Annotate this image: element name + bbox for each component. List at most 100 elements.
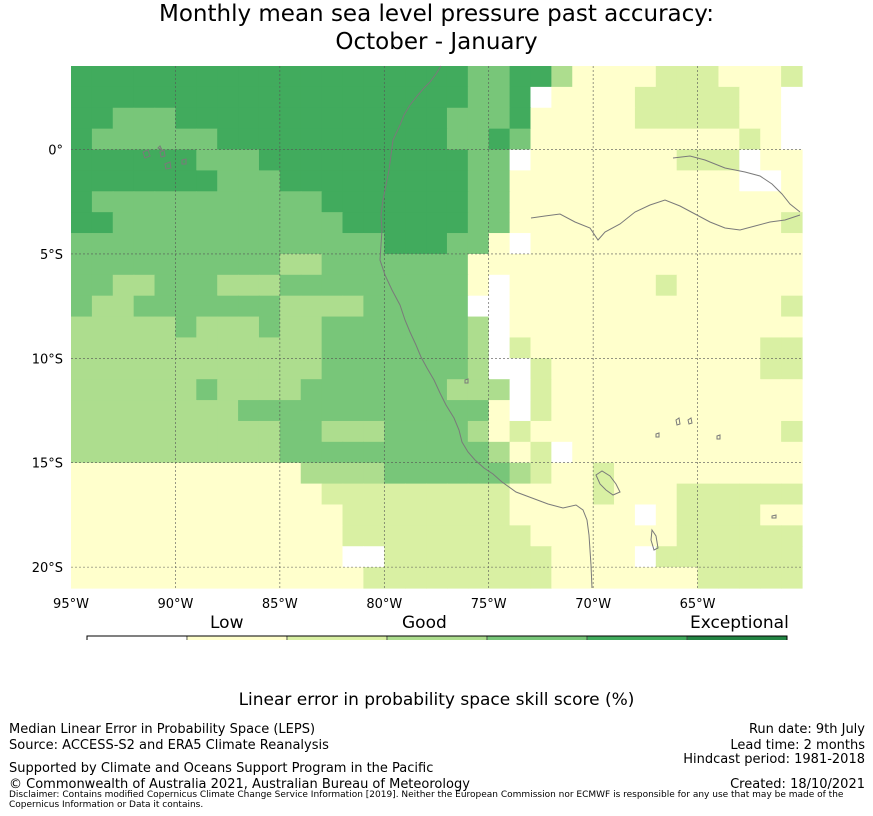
grid-cell [760, 441, 782, 464]
grid-cell [593, 420, 615, 443]
grid-cell [572, 504, 594, 526]
grid-cell [258, 483, 281, 506]
grid-cell [697, 253, 720, 276]
grid-cell [217, 441, 239, 464]
grid-cell [593, 274, 615, 297]
grid-cell [112, 86, 135, 109]
grid-cell [342, 107, 364, 130]
grid-cell [446, 567, 469, 589]
grid-cell [342, 191, 364, 213]
grid-cell [175, 316, 197, 339]
grid-cell [655, 567, 678, 589]
grid-cell [91, 379, 114, 401]
grid-cell [196, 420, 218, 443]
grid-cell [133, 191, 156, 213]
grid-cell [760, 253, 782, 276]
grid-cell [112, 504, 135, 526]
grid-cell [384, 128, 406, 151]
grid-cell [781, 462, 803, 485]
grid-cell [446, 525, 469, 547]
grid-cell [509, 128, 532, 151]
grid-cell [739, 170, 761, 192]
grid-cell [238, 128, 260, 151]
grid-cell [676, 316, 699, 339]
grid-cell [655, 483, 678, 506]
grid-cell [676, 253, 699, 276]
grid-cell [488, 149, 511, 171]
grid-cell [739, 128, 761, 151]
grid-cell [258, 420, 281, 443]
grid-cell [405, 149, 427, 171]
footer-copyright: © Commonwealth of Australia 2021, Austra… [9, 777, 470, 792]
y-tick-label: 15°S [32, 457, 63, 472]
grid-cell [509, 546, 532, 568]
grid-cell [217, 504, 239, 526]
grid-cell [363, 400, 385, 422]
grid-cell [363, 337, 385, 359]
grid-cell [760, 295, 782, 318]
grid-cell [384, 379, 406, 401]
grid-cell [614, 212, 636, 234]
grid-cell [175, 107, 197, 130]
grid-cell [175, 462, 197, 485]
grid-cell [196, 233, 218, 255]
grid-cell [91, 316, 114, 339]
grid-cell [196, 504, 218, 526]
grid-cell [279, 212, 302, 234]
grid-cell [446, 107, 469, 130]
grid-cell [760, 128, 782, 151]
grid-cell [342, 86, 364, 109]
grid-cell [279, 253, 302, 276]
grid-cell [509, 170, 532, 192]
grid-cell [363, 441, 385, 464]
grid-cell [196, 567, 218, 589]
grid-cell [697, 567, 720, 589]
grid-cell [781, 66, 803, 88]
grid-cell [676, 525, 699, 547]
grid-cell [196, 149, 218, 171]
grid-cell [175, 379, 197, 401]
grid-cell [739, 274, 761, 297]
grid-cell [676, 128, 699, 151]
y-axis-ticks: 0° 5°S 10°S 15°S 20°S [32, 144, 63, 577]
x-tick-label: 90°W [157, 597, 193, 612]
grid-cell [426, 462, 448, 485]
grid-cell [593, 149, 615, 171]
grid-cell [279, 233, 302, 255]
grid-cell [363, 525, 385, 547]
grid-cell [384, 316, 406, 339]
colorbar-segment [586, 635, 688, 640]
grid-cell [196, 525, 218, 547]
grid-cell [551, 483, 573, 506]
grid-cell [258, 379, 281, 401]
grid-cell [655, 253, 678, 276]
grid-cell [739, 525, 761, 547]
grid-cell [572, 86, 594, 109]
grid-cell [258, 128, 281, 151]
grid-cell [175, 295, 197, 318]
grid-cell [238, 149, 260, 171]
grid-cell [488, 441, 511, 464]
grid-cell [718, 233, 740, 255]
grid-cell [781, 253, 803, 276]
grid-cell [739, 233, 761, 255]
grid-cell [634, 191, 657, 213]
grid-cell [760, 546, 782, 568]
grid-cell [112, 274, 135, 297]
grid-cell [509, 525, 532, 547]
grid-cell [718, 86, 740, 109]
grid-cell [551, 295, 573, 318]
grid-cell [614, 66, 636, 88]
grid-cell [634, 379, 657, 401]
grid-cell [509, 253, 532, 276]
grid-cell [718, 191, 740, 213]
grid-cell [614, 546, 636, 568]
grid-cell [279, 295, 302, 318]
grid-cell [321, 295, 344, 318]
grid-cell [634, 337, 657, 359]
grid-cell [342, 295, 364, 318]
grid-cell [739, 212, 761, 234]
grid-cell [655, 107, 678, 130]
grid-cell [488, 337, 511, 359]
grid-cell [217, 191, 239, 213]
